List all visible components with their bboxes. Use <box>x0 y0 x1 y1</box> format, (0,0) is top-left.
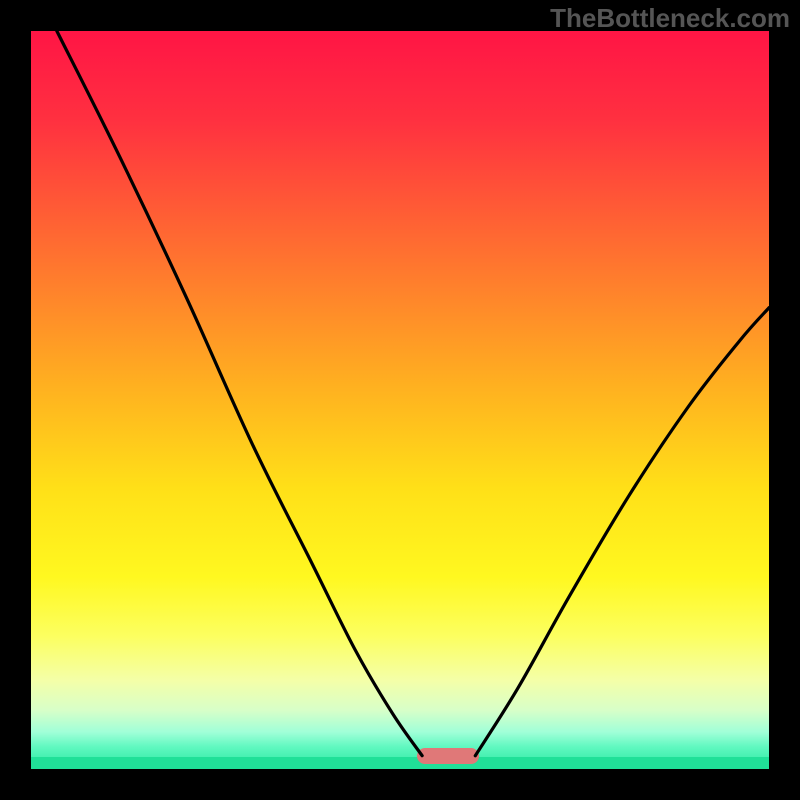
bottom-green-band <box>31 757 769 769</box>
plot-area <box>31 31 769 769</box>
minimum-marker <box>417 748 479 764</box>
watermark-text: TheBottleneck.com <box>550 3 790 34</box>
chart-container: TheBottleneck.com <box>0 0 800 800</box>
